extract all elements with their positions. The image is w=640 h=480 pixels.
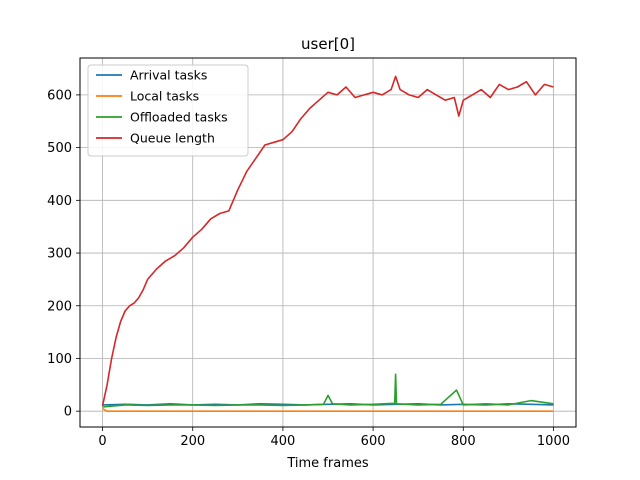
y-tick-label: 100 [47, 352, 72, 367]
series-line-local-tasks [102, 407, 554, 413]
legend-label: Arrival tasks [130, 68, 207, 83]
x-tick-label: 200 [180, 434, 205, 449]
y-tick-label: 400 [47, 194, 72, 209]
y-tick-label: 300 [47, 247, 72, 262]
x-tick-label: 400 [270, 434, 295, 449]
grid-layer [80, 58, 576, 427]
legend-label: Local tasks [130, 89, 199, 104]
x-tick-label: 1000 [537, 434, 570, 449]
plot-frame [79, 57, 577, 428]
y-tick-label: 0 [64, 405, 72, 420]
legend-box [87, 64, 249, 157]
series-layer [101, 75, 554, 413]
x-tick-label: 0 [98, 434, 106, 449]
legend-label: Queue length [130, 131, 215, 146]
y-tick-label: 600 [47, 88, 72, 103]
y-tick-label: 500 [47, 141, 72, 156]
legend: Arrival tasks Local tasks Offloaded tasks Q… [87, 64, 249, 157]
series-line-queue-length [101, 75, 554, 407]
x-axis-label: Time frames [286, 456, 368, 471]
tick-layer: 0 200 400 600 800 1000 0 100 200 300 400 500 600 [47, 88, 570, 449]
series-line-offloaded-tasks [102, 373, 554, 408]
y-tick-label: 200 [47, 299, 72, 314]
x-tick-label: 800 [451, 434, 476, 449]
chart-title: user[0] [301, 35, 355, 53]
legend-label: Offloaded tasks [130, 110, 228, 125]
x-tick-label: 600 [361, 434, 386, 449]
